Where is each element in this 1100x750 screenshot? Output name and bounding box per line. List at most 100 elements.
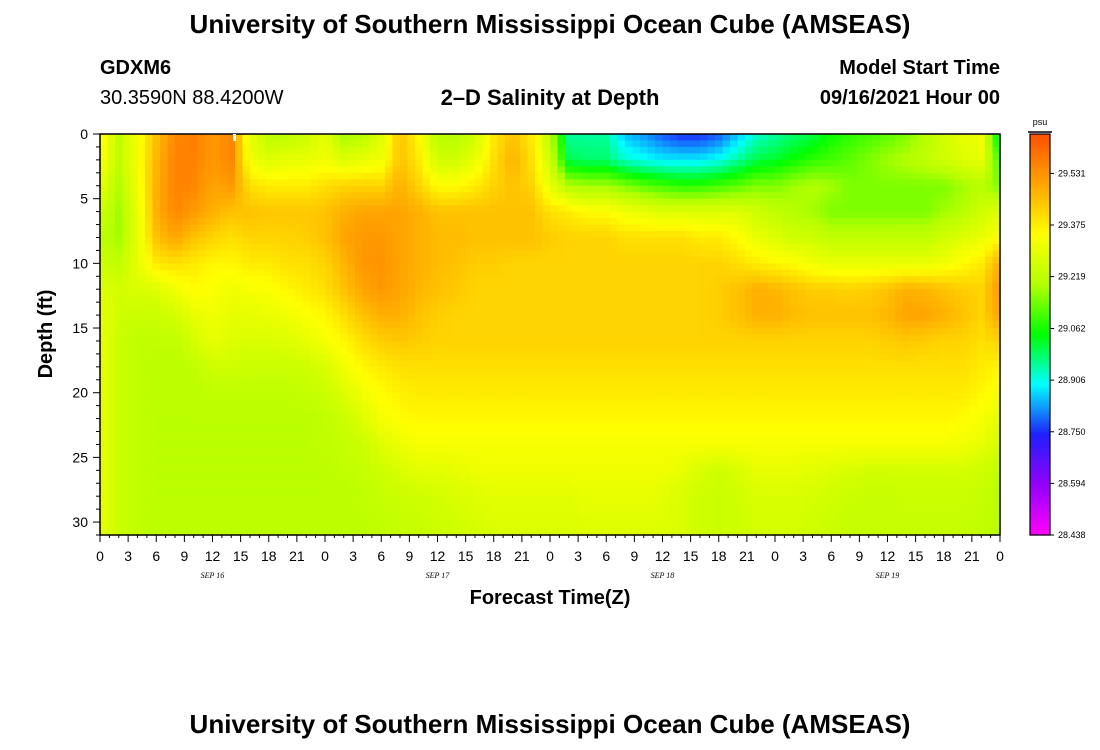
heatmap-cell	[340, 218, 349, 226]
heatmap-cell	[475, 340, 484, 349]
heatmap-cell	[257, 315, 266, 323]
heatmap-cell	[550, 302, 559, 310]
heatmap-cell	[242, 205, 251, 213]
heatmap-cell	[482, 256, 491, 264]
heatmap-cell	[370, 360, 379, 368]
heatmap-cell	[557, 198, 566, 206]
heatmap-cell	[745, 328, 754, 336]
heatmap-cell	[655, 373, 664, 381]
heatmap-cell	[887, 334, 896, 342]
heatmap-cell	[272, 334, 281, 342]
heatmap-cell	[580, 224, 589, 232]
heatmap-cell	[677, 179, 686, 187]
heatmap-cell	[617, 250, 626, 258]
heatmap-cell	[205, 166, 214, 174]
heatmap-cell	[340, 353, 349, 361]
heatmap-cell	[175, 392, 184, 400]
heatmap-cell	[362, 282, 371, 290]
heatmap-cell	[145, 218, 154, 226]
heatmap-cell	[977, 353, 986, 361]
heatmap-cell	[580, 263, 589, 271]
heatmap-cell	[152, 373, 161, 381]
heatmap-cell	[640, 153, 649, 161]
heatmap-cell	[520, 328, 529, 336]
heatmap-cell	[625, 295, 634, 303]
heatmap-cell	[212, 282, 221, 290]
heatmap-cell	[955, 347, 964, 355]
heatmap-cell	[377, 321, 386, 329]
heatmap-cell	[925, 269, 934, 277]
heatmap-cell	[985, 256, 994, 264]
heatmap-cell	[880, 159, 889, 167]
heatmap-cell	[220, 237, 229, 245]
heatmap-cell	[355, 347, 364, 355]
heatmap-cell	[737, 185, 746, 193]
heatmap-cell	[925, 315, 934, 323]
heatmap-cell	[137, 218, 146, 226]
heatmap-cell	[632, 340, 641, 349]
heatmap-cell	[685, 185, 694, 193]
heatmap-cell	[325, 211, 334, 219]
heatmap-cell	[227, 340, 236, 349]
heatmap-cell	[482, 198, 491, 206]
heatmap-cell	[842, 328, 851, 336]
heatmap-cell	[482, 353, 491, 361]
heatmap-cell	[257, 379, 266, 387]
heatmap-cell	[730, 302, 739, 310]
heatmap-cell	[415, 179, 424, 187]
heatmap-cell	[332, 328, 341, 336]
heatmap-cell	[587, 263, 596, 271]
heatmap-cell	[730, 276, 739, 284]
heatmap-cell	[887, 250, 896, 258]
heatmap-cell	[790, 198, 799, 206]
heatmap-cell	[257, 192, 266, 200]
heatmap-cell	[790, 289, 799, 297]
heatmap-cell	[317, 328, 326, 336]
heatmap-cell	[595, 198, 604, 206]
heatmap-cell	[775, 360, 784, 368]
heatmap-cell	[115, 321, 124, 329]
heatmap-cell	[677, 166, 686, 174]
heatmap-cell	[752, 347, 761, 355]
heatmap-cell	[272, 308, 281, 316]
heatmap-cell	[625, 218, 634, 226]
heatmap-cell	[242, 392, 251, 400]
heatmap-cell	[355, 243, 364, 252]
heatmap-cell	[985, 205, 994, 213]
heatmap-cell	[400, 256, 409, 264]
heatmap-cell	[617, 340, 626, 349]
heatmap-cell	[805, 392, 814, 400]
heatmap-cell	[782, 250, 791, 258]
heatmap-cell	[977, 282, 986, 290]
heatmap-cell	[227, 237, 236, 245]
heatmap-cell	[310, 224, 319, 232]
heatmap-cell	[302, 140, 311, 148]
heatmap-cell	[565, 231, 574, 239]
heatmap-cell	[130, 366, 139, 374]
heatmap-cell	[235, 334, 244, 342]
heatmap-cell	[377, 295, 386, 303]
heatmap-cell	[527, 315, 536, 323]
heatmap-cell	[220, 379, 229, 387]
heatmap-cell	[677, 153, 686, 161]
heatmap-cell	[797, 386, 806, 394]
heatmap-cell	[842, 321, 851, 329]
heatmap-cell	[610, 256, 619, 264]
heatmap-cell	[295, 211, 304, 219]
heatmap-cell	[385, 192, 394, 200]
heatmap-cell	[872, 366, 881, 374]
heatmap-cell	[175, 366, 184, 374]
heatmap-cell	[265, 179, 274, 187]
heatmap-cell	[677, 231, 686, 239]
heatmap-cell	[970, 321, 979, 329]
heatmap-cell	[227, 256, 236, 264]
heatmap-cell	[827, 295, 836, 303]
heatmap-cell	[940, 347, 949, 355]
heatmap-cell	[130, 360, 139, 368]
heatmap-cell	[752, 276, 761, 284]
heatmap-cell	[632, 334, 641, 342]
heatmap-cell	[490, 360, 499, 368]
heatmap-cell	[565, 224, 574, 232]
heatmap-cell	[460, 360, 469, 368]
heatmap-cell	[175, 172, 184, 180]
